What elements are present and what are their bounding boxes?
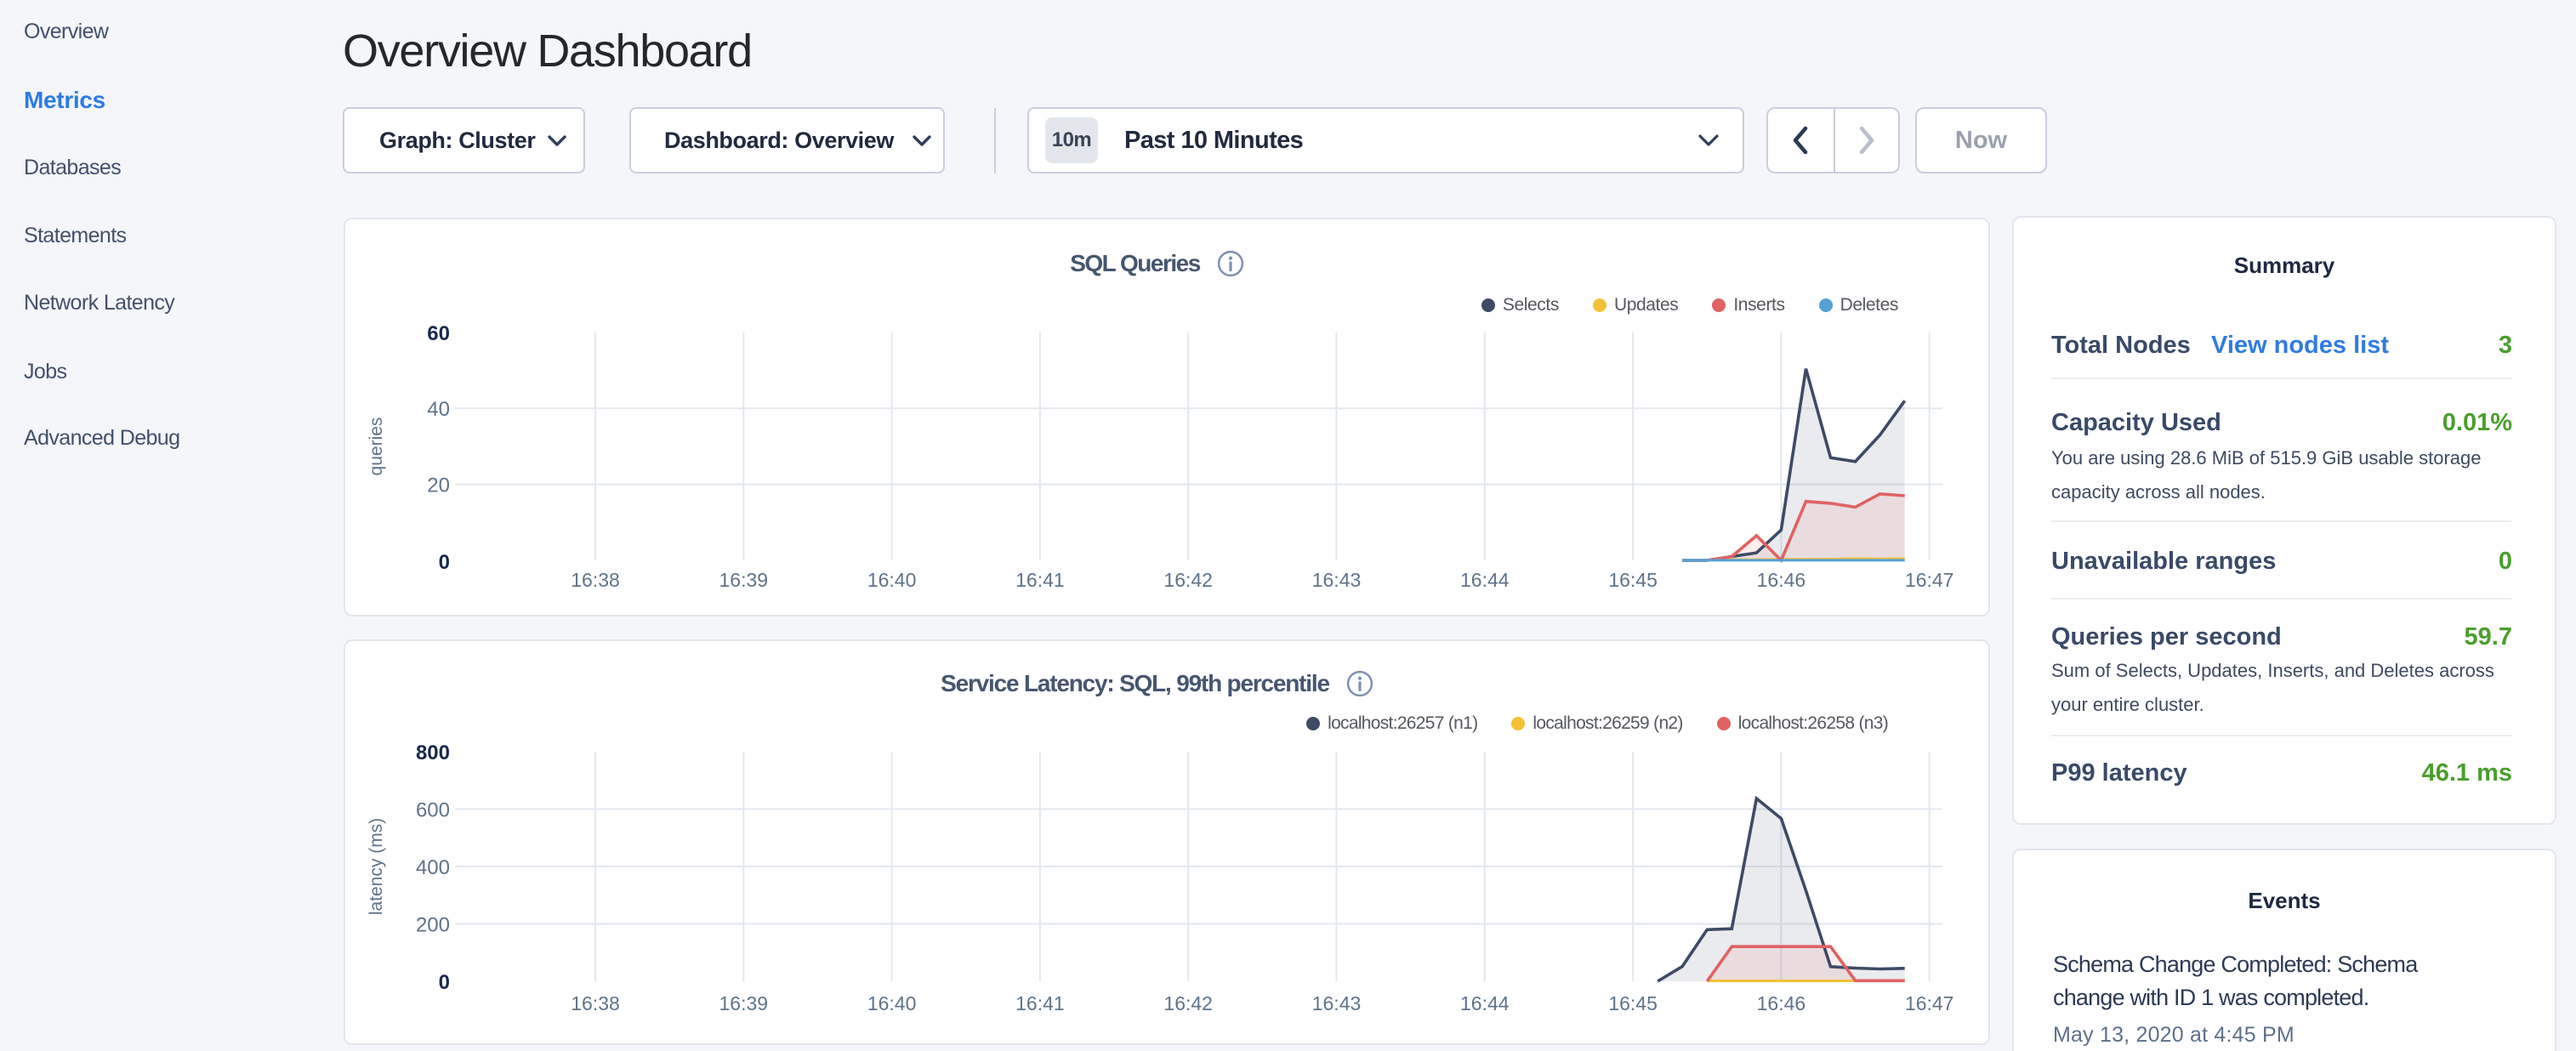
svg-text:16:42: 16:42 — [1163, 992, 1213, 1014]
svg-text:16:39: 16:39 — [719, 569, 769, 591]
svg-text:16:46: 16:46 — [1757, 992, 1806, 1014]
svg-text:16:47: 16:47 — [1905, 569, 1954, 591]
svg-text:16:38: 16:38 — [571, 992, 620, 1014]
svg-text:40: 40 — [427, 398, 450, 421]
svg-text:0: 0 — [439, 971, 450, 994]
svg-text:16:43: 16:43 — [1312, 569, 1362, 591]
svg-text:16:47: 16:47 — [1905, 992, 1954, 1014]
svg-text:16:41: 16:41 — [1015, 569, 1065, 591]
svg-text:20: 20 — [427, 474, 450, 497]
svg-text:16:39: 16:39 — [719, 992, 769, 1014]
svg-text:16:46: 16:46 — [1757, 569, 1806, 591]
svg-text:16:40: 16:40 — [867, 569, 917, 591]
svg-text:queries: queries — [367, 418, 386, 476]
svg-text:200: 200 — [416, 914, 450, 937]
svg-text:16:45: 16:45 — [1608, 569, 1658, 591]
svg-text:latency (ms): latency (ms) — [367, 818, 386, 915]
svg-text:800: 800 — [416, 741, 450, 764]
svg-text:16:44: 16:44 — [1460, 569, 1510, 591]
svg-text:0: 0 — [439, 551, 450, 574]
svg-text:16:41: 16:41 — [1015, 992, 1065, 1014]
svg-text:16:40: 16:40 — [867, 992, 917, 1014]
svg-text:16:38: 16:38 — [571, 569, 620, 591]
svg-text:60: 60 — [427, 322, 450, 345]
svg-text:16:42: 16:42 — [1163, 569, 1213, 591]
svg-text:16:43: 16:43 — [1312, 992, 1362, 1014]
svg-text:400: 400 — [416, 856, 450, 879]
svg-text:16:45: 16:45 — [1608, 992, 1658, 1014]
svg-text:600: 600 — [416, 799, 450, 822]
svg-text:16:44: 16:44 — [1460, 992, 1510, 1014]
